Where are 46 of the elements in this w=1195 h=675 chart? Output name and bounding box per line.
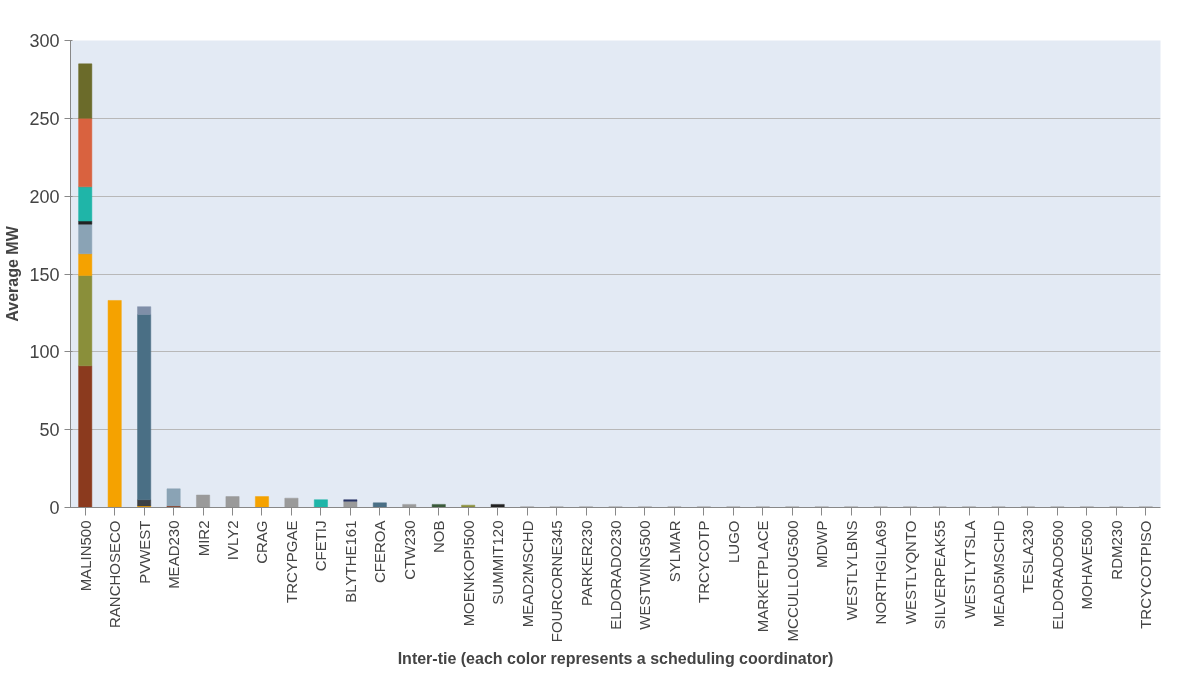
- x-tick-label: MEAD230: [165, 520, 183, 589]
- x-tick-label: MARKETPLACE: [754, 520, 772, 633]
- x-tick-label: LUGO: [724, 520, 742, 564]
- y-tick-label: 150: [29, 264, 60, 285]
- x-tick-label: PVWEST: [135, 520, 153, 584]
- x-tick-label: TRCYPGAE: [282, 520, 300, 604]
- x-tick-label: CFETIJ: [312, 520, 330, 572]
- x-tick-label: TESLA230: [1019, 520, 1037, 594]
- y-axis-title: Average MW: [4, 225, 22, 322]
- x-tick-label: TRCYCOTP: [695, 520, 713, 603]
- x-tick-label: MIR2: [194, 520, 212, 557]
- x-tick-label: PARKER230: [577, 520, 595, 607]
- x-tick-label: CFEROA: [371, 520, 389, 583]
- x-tick-label: MEAD5MSCHD: [989, 520, 1007, 628]
- y-tick-label: 300: [29, 31, 60, 51]
- x-tick-label: NORTHGILA69: [872, 520, 890, 625]
- x-tick-label: ELDORADO230: [607, 520, 624, 630]
- x-tick-label: SILVERPEAK55: [931, 520, 949, 630]
- x-tick-label: FOURCORNE345: [548, 520, 566, 643]
- y-tick-label: 200: [29, 186, 60, 207]
- x-tick-label: IVLY2: [224, 520, 242, 561]
- x-tick-label: WESTLYQNTO: [901, 520, 919, 625]
- x-tick-label: WESTWING500: [636, 520, 654, 630]
- x-tick-label: NOB: [430, 520, 448, 553]
- x-axis-title: Inter-tie (each color represents a scheduling coordinator): [397, 650, 834, 668]
- x-tick-label: ELDORADO500: [1048, 520, 1066, 630]
- x-tick-label: CRAG: [253, 520, 271, 564]
- x-tick-label: MCCULLOUG500: [783, 520, 801, 642]
- x-tick-label: BLYTHE161: [341, 520, 359, 603]
- y-tick-label: 100: [29, 342, 60, 363]
- y-tick-label: 50: [39, 420, 60, 441]
- x-tick-label: SYLMAR: [665, 520, 683, 583]
- x-tick-label: SUMMIT120: [489, 520, 507, 605]
- x-tick-label: WESTLYTSLA: [960, 520, 978, 619]
- y-tick-label: 250: [29, 108, 60, 129]
- x-tick-label: CTW230: [400, 520, 418, 580]
- x-tick-label: MOENKOPI500: [459, 520, 477, 627]
- x-tick-label: MALIN500: [76, 520, 94, 592]
- x-tick-label: MDWP: [813, 520, 831, 568]
- x-tick-label: TRCYCOTPISO: [1137, 520, 1155, 629]
- x-tick-label: WESTLYLBNS: [842, 520, 860, 621]
- x-tick-label: RDM230: [1107, 520, 1125, 580]
- y-tick-label: 0: [49, 498, 60, 518]
- x-tick-label: MOHAVE500: [1078, 520, 1096, 610]
- x-tick-label: RANCHOSECO: [106, 520, 124, 629]
- x-tick-label: MEAD2MSCHD: [518, 520, 536, 628]
